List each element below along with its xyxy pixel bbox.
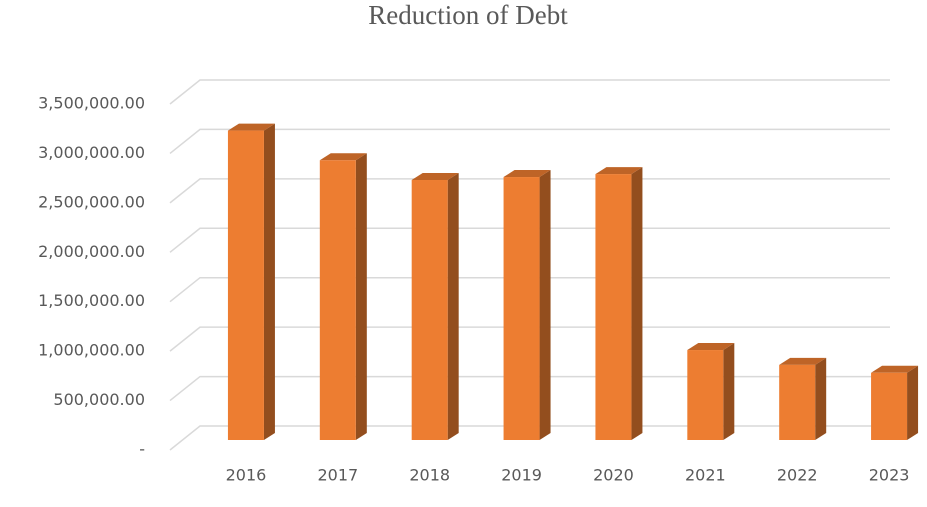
grid-line <box>169 79 890 105</box>
grid-line <box>169 326 890 352</box>
bar-side <box>815 357 827 440</box>
bar <box>871 372 908 440</box>
y-tick-label: 1,000,000.00 <box>38 341 145 360</box>
bar-side <box>263 123 275 440</box>
bar <box>687 350 724 440</box>
bar-top <box>871 365 919 373</box>
bar-side <box>907 365 919 440</box>
y-tick-label: - <box>139 440 145 459</box>
bar-side <box>447 173 459 440</box>
bar-top <box>227 123 275 131</box>
bar-top <box>319 153 367 161</box>
x-tick-label: 2018 <box>409 466 450 485</box>
bar <box>411 180 448 440</box>
bar-top <box>411 173 459 181</box>
bar <box>227 130 264 440</box>
bar <box>503 177 540 441</box>
bar <box>319 160 356 440</box>
bar-side <box>631 167 643 440</box>
y-tick-label: 2,000,000.00 <box>38 242 145 261</box>
grid-line <box>169 375 890 402</box>
bar-side <box>539 170 551 441</box>
grid-line <box>169 128 890 155</box>
bar-top <box>687 343 735 351</box>
bar-top <box>503 170 551 178</box>
x-tick-label: 2020 <box>593 466 634 485</box>
bar-side <box>723 343 735 440</box>
x-tick-label: 2021 <box>685 466 726 485</box>
grid-line <box>169 276 890 303</box>
y-tick-label: 3,500,000.00 <box>38 94 145 113</box>
bar <box>779 364 816 440</box>
grid-line <box>169 227 890 253</box>
bar-top <box>595 167 643 175</box>
x-tick-label: 2019 <box>501 466 542 485</box>
bar <box>595 174 632 440</box>
y-tick-label: 3,000,000.00 <box>38 143 145 162</box>
x-tick-label: 2016 <box>226 466 267 485</box>
x-tick-label: 2017 <box>317 466 358 485</box>
bar-side <box>355 153 367 440</box>
chart-title: Reduction of Debt <box>368 0 568 30</box>
x-tick-label: 2023 <box>869 466 910 485</box>
x-tick-label: 2022 <box>777 466 818 485</box>
bar-top <box>779 357 827 365</box>
grid-line <box>169 178 890 204</box>
y-tick-label: 2,500,000.00 <box>38 192 145 211</box>
y-tick-label: 500,000.00 <box>53 390 145 409</box>
y-tick-label: 1,500,000.00 <box>38 291 145 310</box>
grid-line <box>169 425 890 451</box>
